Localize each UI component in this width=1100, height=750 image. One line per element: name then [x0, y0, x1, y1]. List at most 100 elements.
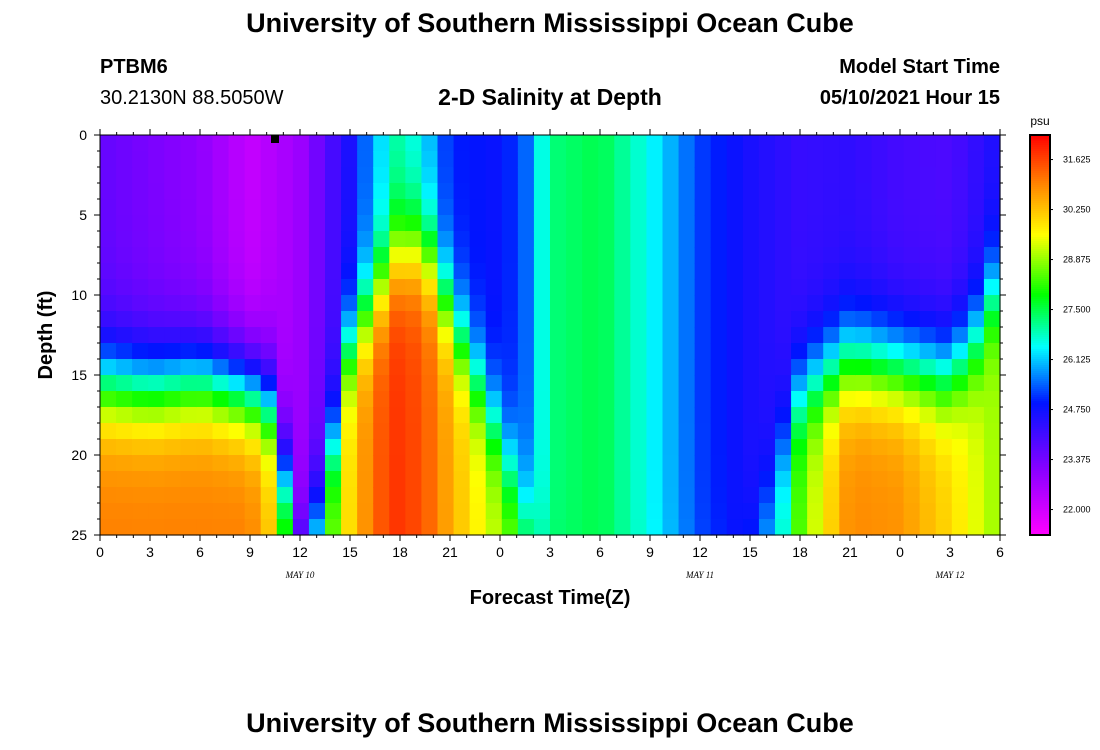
heatmap-cell — [951, 423, 969, 440]
heatmap-cell — [421, 439, 439, 456]
heatmap-cell — [919, 423, 937, 440]
x-tick-label: 9 — [646, 544, 654, 560]
heatmap-cell — [630, 215, 648, 232]
heatmap-cell — [614, 375, 631, 392]
heatmap-cell — [341, 247, 358, 264]
colorbar-label: 27.500 — [1063, 305, 1091, 315]
heatmap-cell — [726, 503, 744, 520]
colorbar-swatch — [1030, 177, 1050, 180]
heatmap-cell — [533, 135, 551, 152]
heatmap-cell — [357, 455, 374, 472]
heatmap-cell — [758, 359, 776, 376]
colorbar-swatch — [1030, 307, 1050, 310]
colorbar-swatch — [1030, 379, 1050, 382]
heatmap-cell — [598, 295, 615, 312]
heatmap-cell — [839, 327, 856, 344]
colorbar-swatch — [1030, 289, 1050, 292]
heatmap-cell — [517, 327, 535, 344]
heatmap-cell — [983, 407, 1001, 424]
heatmap-cell — [887, 455, 905, 472]
heatmap-cell — [646, 519, 664, 536]
heatmap-cell — [228, 199, 246, 216]
heatmap-cell — [389, 311, 406, 328]
heatmap-cell — [550, 359, 567, 376]
heatmap-cell — [485, 295, 503, 312]
heatmap-cell — [308, 519, 326, 536]
heatmap-cell — [180, 519, 198, 536]
heatmap-cell — [694, 215, 712, 232]
heatmap-cell — [630, 391, 648, 408]
heatmap-cell — [341, 167, 358, 184]
heatmap-cell — [389, 343, 406, 360]
heatmap-cell — [983, 519, 1001, 536]
heatmap-cell — [646, 247, 664, 264]
colorbar-swatch — [1030, 253, 1050, 256]
heatmap-cell — [292, 247, 310, 264]
heatmap-cell — [823, 183, 840, 200]
heatmap-cell — [325, 423, 342, 440]
heatmap-cell — [935, 183, 953, 200]
heatmap-cell — [421, 247, 439, 264]
colorbar-swatch — [1030, 463, 1050, 466]
heatmap-cell — [389, 167, 406, 184]
heatmap-cell — [823, 199, 840, 216]
heatmap-cell — [341, 215, 358, 232]
heatmap-cell — [517, 439, 535, 456]
heatmap-cell — [855, 375, 873, 392]
heatmap-cell — [437, 247, 455, 264]
heatmap-cell — [919, 327, 937, 344]
heatmap-cell — [389, 439, 406, 456]
heatmap-cell — [694, 423, 712, 440]
colorbar-swatch — [1030, 211, 1050, 214]
colorbar-swatch — [1030, 491, 1050, 494]
heatmap-cell — [807, 455, 824, 472]
heatmap-cell — [726, 519, 744, 536]
heatmap-cell — [598, 263, 615, 280]
heatmap-cell — [116, 455, 133, 472]
heatmap-cell — [437, 135, 455, 152]
heatmap-cell — [742, 519, 760, 536]
heatmap-cell — [132, 295, 149, 312]
heatmap-cell — [196, 295, 214, 312]
heatmap-cell — [662, 263, 680, 280]
heatmap-cell — [646, 407, 664, 424]
heatmap-cell — [678, 503, 696, 520]
heatmap-cell — [887, 327, 905, 344]
heatmap-cell — [983, 231, 1001, 248]
colorbar-swatch — [1030, 261, 1050, 264]
heatmap-cell — [228, 215, 246, 232]
heatmap-cell — [437, 359, 455, 376]
heatmap-cell — [791, 135, 808, 152]
heatmap-cell — [453, 263, 471, 280]
heatmap-cell — [887, 231, 905, 248]
heatmap-cell — [791, 231, 808, 248]
colorbar-swatch — [1030, 331, 1050, 334]
heatmap-cell — [180, 375, 198, 392]
heatmap-cell — [276, 231, 294, 248]
heatmap-cell — [517, 391, 535, 408]
colorbar-swatch — [1030, 323, 1050, 326]
heatmap-cell — [276, 407, 294, 424]
heatmap-cell — [132, 231, 149, 248]
heatmap-cell — [598, 151, 615, 168]
heatmap-cell — [967, 519, 985, 536]
heatmap-cell — [148, 439, 165, 456]
heatmap-cell — [662, 375, 680, 392]
colorbar-swatch — [1030, 389, 1050, 392]
heatmap-cell — [308, 487, 326, 504]
heatmap-cell — [389, 279, 406, 296]
heatmap-cell — [630, 167, 648, 184]
heatmap-cell — [164, 455, 181, 472]
heatmap-cell — [823, 247, 840, 264]
heatmap-cell — [967, 375, 985, 392]
heatmap-cell — [308, 135, 326, 152]
heatmap-cell — [823, 167, 840, 184]
heatmap-cell — [855, 487, 873, 504]
colorbar-swatch — [1030, 431, 1050, 434]
heatmap-cell — [710, 183, 728, 200]
heatmap-cell — [164, 183, 181, 200]
heatmap-cell — [517, 359, 535, 376]
heatmap-cell — [228, 247, 246, 264]
heatmap-cell — [967, 407, 985, 424]
heatmap-cell — [823, 327, 840, 344]
